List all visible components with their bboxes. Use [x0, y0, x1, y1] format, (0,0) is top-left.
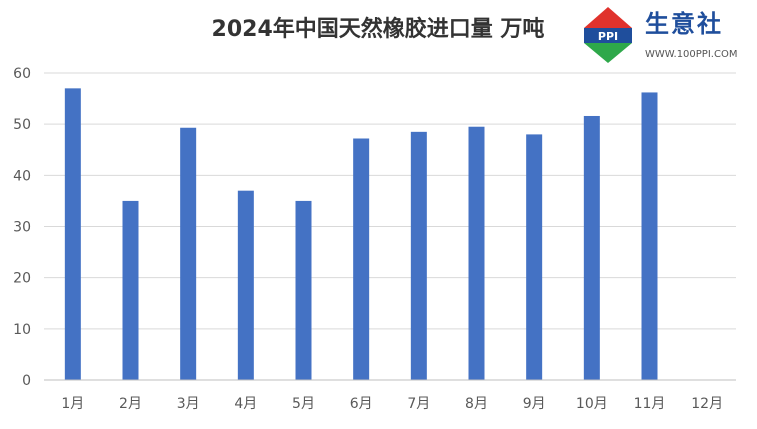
bar — [641, 92, 658, 381]
x-tick-label: 12月 — [691, 396, 723, 412]
y-tick-label: 60 — [13, 66, 31, 82]
bar — [295, 200, 312, 380]
x-tick-label: 4月 — [234, 396, 257, 412]
x-tick-label: 7月 — [407, 396, 430, 412]
bar — [180, 127, 197, 380]
gridlines — [44, 72, 736, 330]
bar — [468, 126, 485, 380]
x-tick-label: 5月 — [292, 396, 315, 412]
ppi-logo: PPI 生意社 WWW.100PPI.COM — [584, 7, 737, 63]
logo-name: 生意社 — [645, 10, 723, 38]
bars — [64, 88, 658, 381]
logo-red-triangle — [584, 7, 632, 28]
chart-title: 2024年中国天然橡胶进口量 万吨 — [212, 16, 545, 42]
y-axis-ticks: 0 10 20 30 40 50 60 — [13, 66, 31, 389]
logo-mark: PPI — [598, 30, 618, 43]
y-tick-label: 30 — [13, 220, 31, 236]
x-tick-label: 8月 — [465, 396, 488, 412]
y-tick-label: 20 — [13, 271, 31, 287]
logo-blue-band — [584, 28, 632, 43]
x-tick-label: 1月 — [61, 396, 84, 412]
x-tick-label: 2月 — [119, 396, 142, 412]
x-tick-label: 10月 — [576, 396, 608, 412]
bar — [410, 131, 427, 380]
y-tick-label: 0 — [22, 373, 31, 389]
bar — [353, 138, 370, 380]
y-tick-label: 10 — [13, 322, 31, 338]
x-tick-label: 11月 — [634, 396, 666, 412]
logo-url: WWW.100PPI.COM — [645, 49, 737, 60]
x-tick-label: 3月 — [177, 396, 200, 412]
bar — [237, 190, 254, 380]
logo-green-triangle — [584, 43, 632, 63]
y-tick-label: 40 — [13, 168, 31, 184]
bar — [526, 134, 543, 380]
x-tick-label: 9月 — [523, 396, 546, 412]
x-tick-label: 6月 — [350, 396, 373, 412]
bar — [64, 88, 81, 380]
y-tick-label: 50 — [13, 117, 31, 133]
x-axis-ticks: 1月 2月 3月 4月 5月 6月 7月 8月 9月 10月 11月 12月 — [61, 396, 723, 412]
bar — [583, 115, 600, 380]
bar — [122, 200, 139, 380]
